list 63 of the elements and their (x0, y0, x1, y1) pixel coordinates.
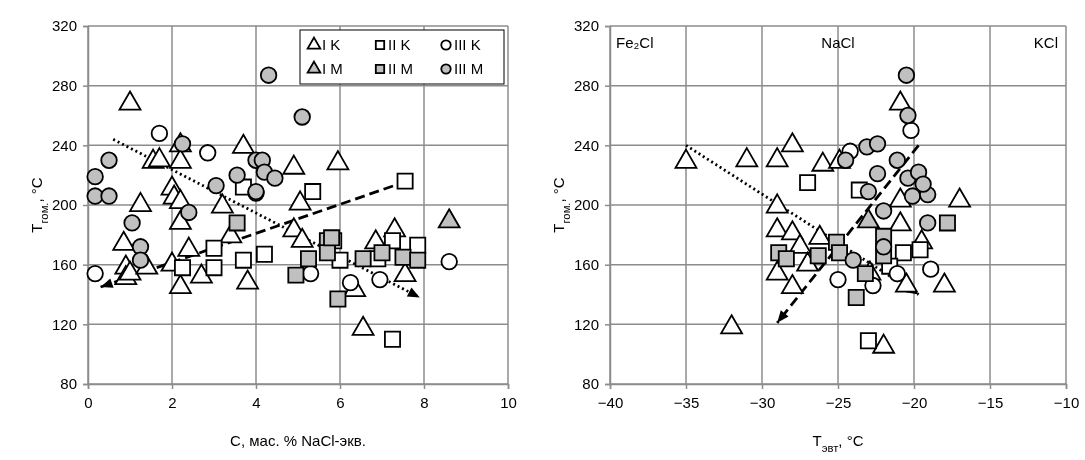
y-tick-label: 80 (582, 375, 599, 393)
x-tick-label: 2 (168, 393, 177, 411)
y-tick-label: 320 (51, 17, 77, 35)
x-tick-label: −35 (673, 393, 700, 411)
point (911, 241, 929, 259)
x-tick-label: 4 (252, 393, 261, 411)
point (859, 182, 878, 201)
x-tick-label: −25 (825, 393, 852, 411)
annotation: NaCl (821, 34, 855, 51)
y-tick-label: 240 (51, 136, 77, 154)
point (897, 66, 916, 84)
legend-label: I M (322, 60, 343, 77)
point (799, 174, 817, 192)
y-tick-label: 160 (573, 255, 599, 273)
y-tick-label: 120 (51, 315, 77, 333)
y-tick-label: 200 (573, 196, 599, 214)
y-tick-label: 280 (573, 76, 599, 94)
x-tick-label: 0 (84, 393, 93, 411)
point (922, 260, 940, 278)
point (829, 270, 847, 289)
point (856, 265, 874, 283)
point (868, 165, 887, 183)
legend-label: II K (388, 36, 411, 53)
point (902, 121, 920, 140)
point (903, 187, 922, 205)
point (888, 151, 906, 169)
point (809, 247, 827, 265)
x-tick-label: −30 (749, 393, 776, 411)
y-tick-label: 160 (51, 255, 77, 273)
x-tick-label: 6 (336, 393, 345, 411)
point (847, 289, 865, 306)
legend-label: II M (388, 60, 413, 77)
legend-label: I K (322, 36, 341, 53)
y-tick-label: 200 (51, 196, 77, 214)
point (938, 214, 956, 232)
point (859, 332, 877, 350)
x-tick-label: 8 (420, 393, 429, 411)
x-axis-title: T$_{эвт}$, °C (812, 432, 864, 454)
x-tick-label: −20 (901, 393, 928, 411)
x-tick-label: −40 (597, 393, 624, 411)
point (777, 250, 795, 268)
x-tick-label: 10 (500, 393, 517, 411)
annotation: KCl (1033, 34, 1058, 51)
x-tick-label: −15 (977, 393, 1004, 411)
y-tick-label: 320 (573, 17, 599, 35)
y-tick-label: 280 (51, 76, 77, 94)
y-tick-label: 240 (573, 136, 599, 154)
annotation: Fe₂Cl (616, 34, 654, 51)
y-tick-label: 80 (60, 375, 77, 393)
point (844, 251, 862, 269)
point (919, 214, 937, 232)
x-axis-title: C, мас. % NaCl-экв. (230, 432, 366, 449)
point (874, 238, 893, 256)
point (868, 135, 887, 153)
legend-label: III K (454, 36, 481, 53)
point (914, 175, 932, 193)
point (831, 244, 848, 262)
point (894, 244, 912, 262)
legend-label: III M (454, 60, 484, 77)
y-tick-label: 120 (573, 315, 599, 333)
point (899, 106, 917, 125)
point (874, 202, 893, 220)
x-tick-label: −10 (1053, 393, 1080, 411)
